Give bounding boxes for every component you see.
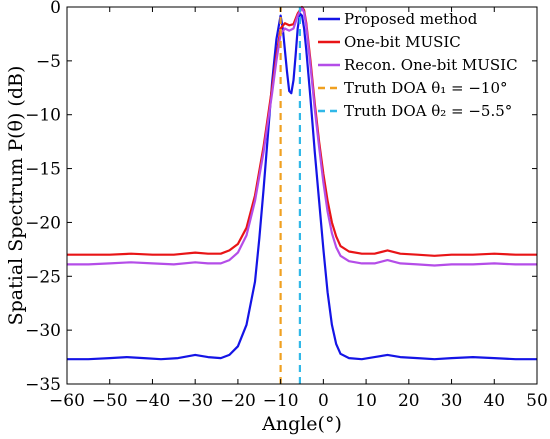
x-tick-label: 0 (318, 391, 329, 411)
y-axis-label: Spatial Spectrum P(θ) (dB) (5, 66, 27, 326)
series-line-1 (67, 5, 537, 257)
x-tick-label: −50 (92, 391, 128, 411)
y-tick-label: −35 (25, 375, 61, 395)
legend-label-4: Truth DOA θ₂ = −5.5° (344, 102, 512, 120)
y-tick-label: −25 (25, 267, 61, 287)
legend: Proposed method One-bit MUSIC Recon. One-b… (318, 10, 518, 120)
x-tick-label: −20 (220, 391, 256, 411)
y-tick-label: −30 (25, 321, 61, 341)
x-tick-label: 50 (526, 391, 548, 411)
y-tick-label: −15 (25, 160, 61, 180)
legend-label-3: Truth DOA θ₁ = −10° (344, 79, 508, 97)
series-line-0 (67, 12, 537, 361)
x-tick-label: 40 (483, 391, 505, 411)
legend-label-2: Recon. One-bit MUSIC (344, 56, 518, 74)
axis-ticks: −60 −50 −40 −30 −20 −10 0 10 20 30 40 50 0 −5 −10 −15 −2… (25, 0, 548, 411)
x-tick-label: 20 (398, 391, 420, 411)
plot-frame (66, 6, 538, 385)
x-tick-label: 10 (355, 391, 377, 411)
y-tick-label: −5 (36, 52, 61, 72)
plot-lines (67, 5, 537, 384)
series-line-2 (67, 7, 537, 267)
x-axis-label: Angle(°) (261, 413, 342, 435)
y-tick-label: 0 (50, 0, 61, 18)
x-tick-label: −30 (177, 391, 213, 411)
legend-label-1: One-bit MUSIC (344, 33, 461, 51)
x-tick-label: −60 (49, 391, 85, 411)
legend-label-0: Proposed method (344, 10, 478, 28)
x-tick-label: −10 (263, 391, 299, 411)
y-tick-label: −20 (25, 213, 61, 233)
x-tick-label: −40 (135, 391, 171, 411)
x-tick-label: 30 (441, 391, 463, 411)
y-tick-label: −10 (25, 106, 61, 126)
